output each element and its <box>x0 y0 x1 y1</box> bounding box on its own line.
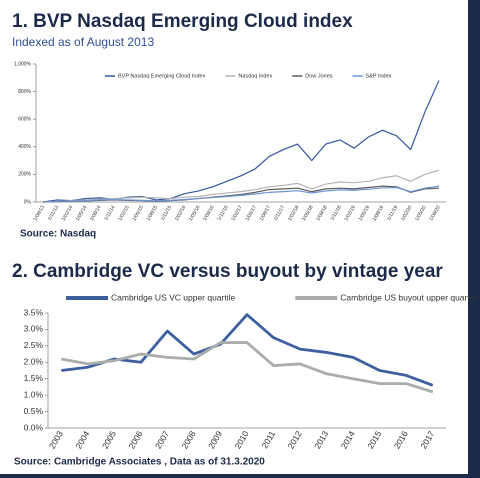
frame-bottom <box>0 474 480 478</box>
legend-label: S&P Index <box>366 73 392 79</box>
series-line <box>61 341 434 394</box>
y-tick-label: 0.5% <box>24 406 44 416</box>
y-tick-label: 1,000% <box>14 61 32 67</box>
source: Source: Cambridge Associates , Data as o… <box>14 457 265 468</box>
y-tick-label: 0.0% <box>24 422 44 432</box>
y-tick-label: 0% <box>24 199 32 205</box>
y-tick-label: 400% <box>18 144 31 150</box>
chart-title: 2. Cambridge VC versus buyout by vintage… <box>12 261 443 282</box>
y-tick-label: 200% <box>18 172 31 178</box>
y-tick-label: 1.0% <box>24 389 44 399</box>
y-tick-label: 3.0% <box>24 324 44 334</box>
y-tick-label: 800% <box>18 89 31 95</box>
chart-title: 1. BVP Nasdaq Emerging Cloud index <box>12 11 353 32</box>
y-tick-label: 1.5% <box>24 373 44 383</box>
y-tick-label: 2.5% <box>24 340 44 350</box>
legend-label: Nasdaq Index <box>238 73 272 79</box>
series-line <box>43 185 440 203</box>
legend-label: BVP Nasdaq Emerging Cloud Index <box>118 73 206 79</box>
y-tick-label: 2.0% <box>24 357 44 367</box>
series-line <box>61 313 434 387</box>
legend-label: Cambridge US VC upper quartile <box>111 292 236 302</box>
legend-label: Cambridge US buyout upper quartile <box>340 292 478 302</box>
series-line <box>43 169 440 203</box>
y-tick-label: 600% <box>18 117 31 123</box>
source: Source: Nasdaq <box>20 229 96 240</box>
panel <box>0 0 468 474</box>
y-tick-label: 3.5% <box>24 307 44 317</box>
legend-label: Dow Jones <box>305 73 332 79</box>
frame-right <box>468 0 480 478</box>
chart-subtitle: Indexed as of August 2013 <box>12 35 154 49</box>
